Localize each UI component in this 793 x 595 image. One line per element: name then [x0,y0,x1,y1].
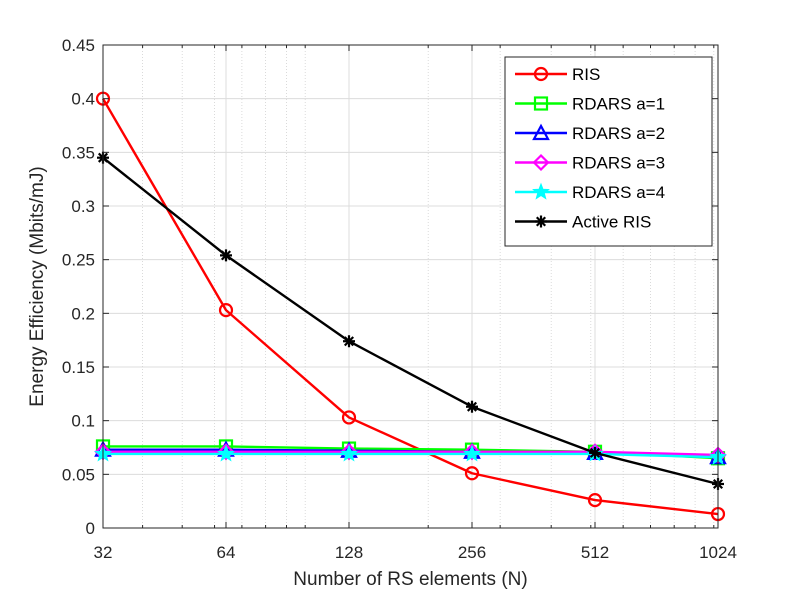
y-tick-label: 0.35 [62,143,95,162]
data-point-active-ris [589,446,601,459]
y-tick-label: 0.05 [62,465,95,484]
legend-label: RDARS a=2 [572,124,665,143]
legend-label: RDARS a=1 [572,95,665,114]
y-tick-label: 0.4 [71,90,95,109]
legend-item-rdars-a-4: RDARS a=4 [515,182,665,202]
asterisk-stroke [343,336,355,347]
legend-item-rdars-a-3: RDARS a=3 [515,154,665,173]
x-tick-label: 1024 [699,543,737,562]
asterisk-stroke [589,447,601,458]
data-point-active-ris [220,249,232,262]
legend-label: RDARS a=3 [572,154,665,173]
data-point-rdars-a-4 [463,444,481,462]
legend-marker [533,66,549,82]
asterisk-stroke [466,401,478,412]
asterisk-stroke [535,216,547,227]
y-tick-label: 0.15 [62,358,95,377]
axis-ticks: 0 0.05 0.1 0.15 0.2 0.25 0.3 0.35 0.4 0.45 32 64 128… [62,36,737,562]
x-tick-label: 256 [458,543,486,562]
legend-marker [532,153,550,172]
legend-label: RDARS a=4 [572,183,665,202]
series-line-rdars-a-3 [103,450,719,457]
y-tick-label: 0.3 [71,197,95,216]
data-point-rdars-a-3 [463,443,481,461]
legend-label: Active RIS [572,213,651,232]
legend-item-rdars-a-1: RDARS a=1 [515,95,665,114]
data-point-active-ris [343,335,355,348]
series-ris [95,91,726,522]
data-point-rdars-a-4 [217,444,235,462]
x-tick-label: 64 [217,543,236,562]
x-axis-label: Number of RS elements (N) [293,569,527,590]
y-tick-label: 0.25 [62,251,95,270]
series-line-ris [101,98,719,516]
legend-item-ris: RIS [515,65,600,84]
legend-marker [535,215,547,228]
data-point-ris [587,492,603,508]
series-line-rdars-a-4 [103,452,719,459]
legend-marker [533,96,549,111]
y-axis-label: Energy Efficiency (Mbits/mJ) [27,166,48,406]
x-tick-label: 512 [581,543,609,562]
legend-item-rdars-a-2: RDARS a=2 [515,123,665,143]
data-point-ris [218,303,234,318]
data-point-ris [464,466,480,481]
legend: RIS RDARS a=1 RDARS a=2 RDARS a=3 RDARS a=4 A… [504,56,713,247]
data-point-rdars-a-3 [340,443,358,461]
asterisk-stroke [220,250,232,261]
x-tick-label: 128 [335,543,363,562]
y-tick-label: 0.1 [71,412,95,431]
data-point-rdars-a-3 [217,443,235,461]
series-line-active-ris [102,156,719,486]
plot-frame [102,44,719,529]
legend-box [504,56,713,247]
data-point-active-ris [466,400,478,413]
y-tick-label: 0.2 [71,304,95,323]
data-point-rdars-a-4 [340,444,358,462]
data-point-ris [341,410,357,425]
x-tick-label: 32 [94,543,113,562]
legend-marker [532,123,550,141]
legend-label: RIS [572,65,600,84]
y-tick-label: 0 [86,519,95,538]
series-layer [94,91,727,522]
y-tick-label: 0.45 [62,36,95,55]
legend-item-active-ris: Active RIS [515,213,651,232]
legend-marker [532,182,550,200]
